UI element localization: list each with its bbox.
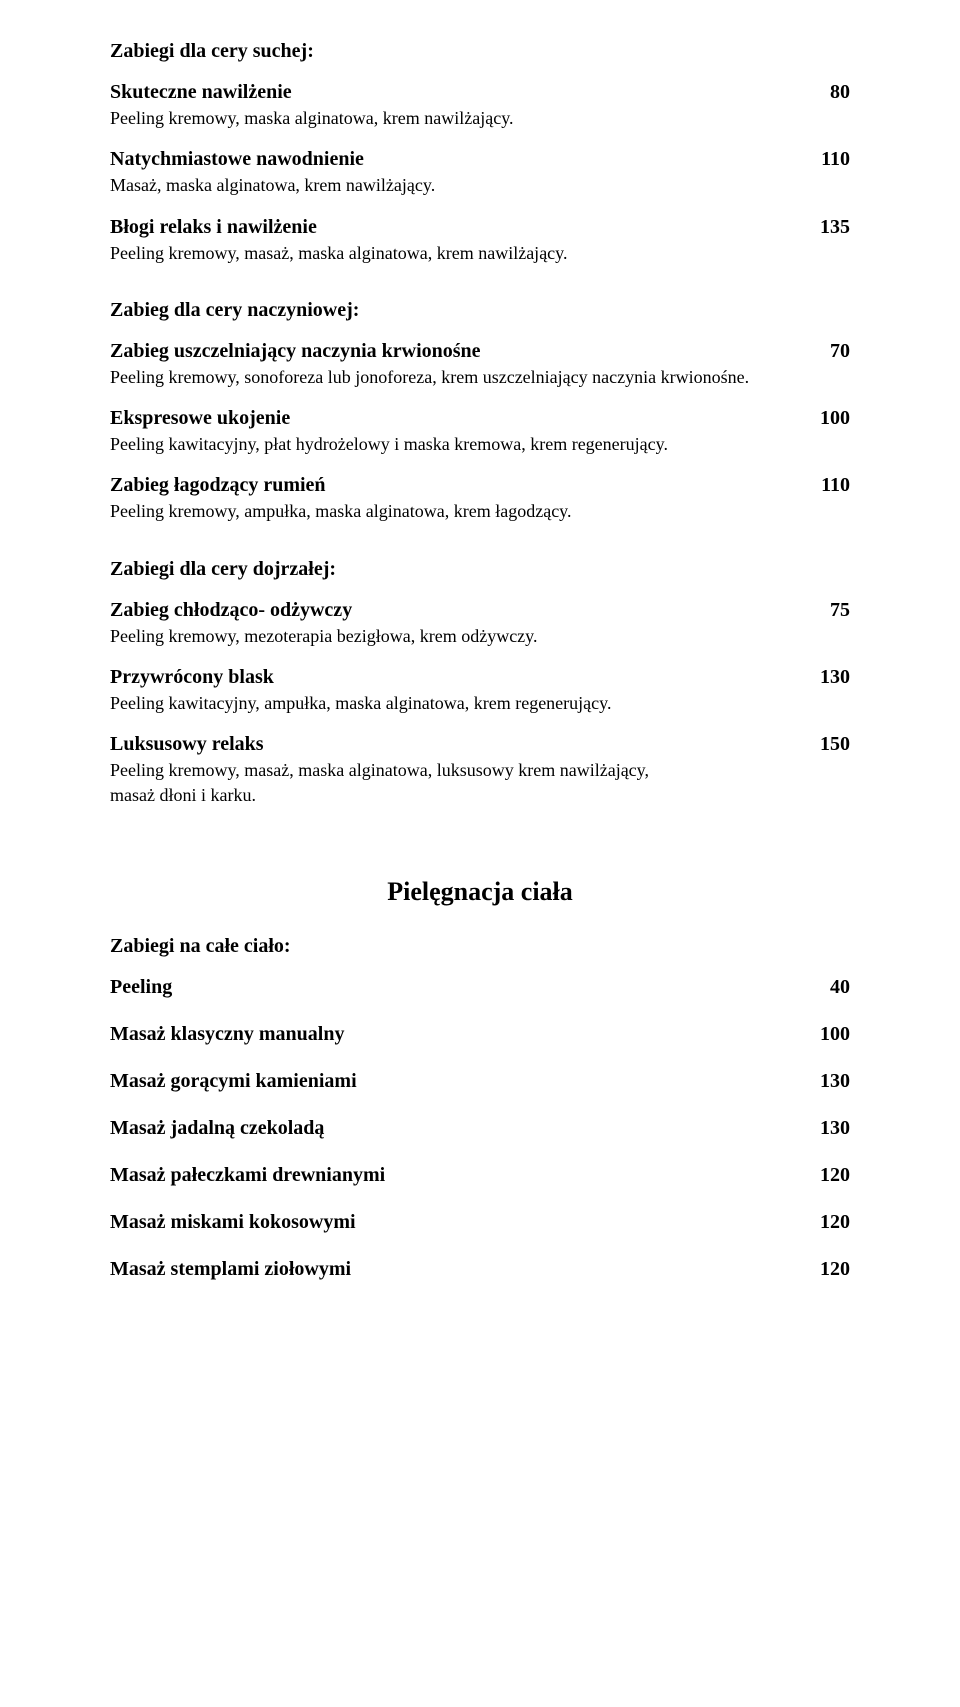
body-item-price: 120 [790, 1258, 850, 1281]
treatment-item: Ekspresowe ukojenie 100 Peeling kawitacy… [110, 407, 850, 456]
treatment-title: Zabieg chłodząco- odżywczy [110, 599, 352, 622]
treatment-desc: Peeling kremowy, sonoforeza lub jonofore… [110, 365, 850, 389]
treatment-price: 110 [790, 148, 850, 171]
body-item: Masaż klasyczny manualny 100 [110, 1023, 850, 1046]
treatment-title: Skuteczne nawilżenie [110, 81, 292, 104]
treatment-item: Zabieg łagodzący rumień 110 Peeling krem… [110, 474, 850, 523]
treatment-price: 80 [790, 81, 850, 104]
treatment-item: Skuteczne nawilżenie 80 Peeling kremowy,… [110, 81, 850, 130]
treatment-title: Zabieg uszczelniający naczynia krwionośn… [110, 340, 481, 363]
body-item-price: 130 [790, 1117, 850, 1140]
treatment-title: Natychmiastowe nawodnienie [110, 148, 364, 171]
treatment-price: 75 [790, 599, 850, 622]
treatment-desc: Peeling kremowy, mezoterapia bezigłowa, … [110, 624, 850, 648]
treatment-item: Natychmiastowe nawodnienie 110 Masaż, ma… [110, 148, 850, 197]
treatment-desc: Peeling kawitacyjny, płat hydrożelowy i … [110, 432, 850, 456]
body-item: Masaż pałeczkami drewnianymi 120 [110, 1164, 850, 1187]
section-header-mature-skin: Zabiegi dla cery dojrzałej: [110, 558, 850, 581]
body-item: Masaż miskami kokosowymi 120 [110, 1211, 850, 1234]
treatment-item: Zabieg uszczelniający naczynia krwionośn… [110, 340, 850, 389]
treatment-desc: Masaż, maska alginatowa, krem nawilżając… [110, 173, 850, 197]
treatment-item: Luksusowy relaks 150 Peeling kremowy, ma… [110, 733, 850, 807]
body-item-title: Masaż klasyczny manualny [110, 1023, 344, 1046]
treatment-title: Luksusowy relaks [110, 733, 264, 756]
body-item-title: Masaż jadalną czekoladą [110, 1117, 324, 1140]
treatment-item: Błogi relaks i nawilżenie 135 Peeling kr… [110, 216, 850, 265]
body-item-price: 40 [790, 976, 850, 999]
treatment-price: 110 [790, 474, 850, 497]
treatment-title: Błogi relaks i nawilżenie [110, 216, 317, 239]
treatment-title: Zabieg łagodzący rumień [110, 474, 326, 497]
body-item: Masaż stemplami ziołowymi 120 [110, 1258, 850, 1281]
body-item: Peeling 40 [110, 976, 850, 999]
treatment-desc: Peeling kremowy, maska alginatowa, krem … [110, 106, 850, 130]
body-item: Masaż gorącymi kamieniami 130 [110, 1070, 850, 1093]
section-header-dry-skin: Zabiegi dla cery suchej: [110, 40, 850, 63]
heading-body-care: Pielęgnacja ciała [110, 877, 850, 907]
treatment-item: Przywrócony blask 130 Peeling kawitacyjn… [110, 666, 850, 715]
treatment-price: 150 [790, 733, 850, 756]
body-item-title: Masaż miskami kokosowymi [110, 1211, 356, 1234]
body-item-title: Masaż stemplami ziołowymi [110, 1258, 351, 1281]
body-item-title: Masaż gorącymi kamieniami [110, 1070, 357, 1093]
treatment-price: 100 [790, 407, 850, 430]
treatment-desc: Peeling kremowy, masaż, maska alginatowa… [110, 241, 850, 265]
treatment-price: 130 [790, 666, 850, 689]
body-item-title: Peeling [110, 976, 172, 999]
treatment-item: Zabieg chłodząco- odżywczy 75 Peeling kr… [110, 599, 850, 648]
body-item-price: 120 [790, 1211, 850, 1234]
body-item-price: 120 [790, 1164, 850, 1187]
treatment-title: Ekspresowe ukojenie [110, 407, 290, 430]
body-item-title: Masaż pałeczkami drewnianymi [110, 1164, 385, 1187]
body-item-price: 130 [790, 1070, 850, 1093]
treatment-title: Przywrócony blask [110, 666, 274, 689]
body-item: Masaż jadalną czekoladą 130 [110, 1117, 850, 1140]
treatment-desc: Peeling kremowy, ampułka, maska alginato… [110, 499, 850, 523]
body-item-price: 100 [790, 1023, 850, 1046]
treatment-desc: Peeling kremowy, masaż, maska alginatowa… [110, 758, 850, 807]
section-header-vascular-skin: Zabieg dla cery naczyniowej: [110, 299, 850, 322]
treatment-desc: Peeling kawitacyjny, ampułka, maska algi… [110, 691, 850, 715]
treatment-price: 70 [790, 340, 850, 363]
section-header-full-body: Zabiegi na całe ciało: [110, 935, 850, 958]
treatment-price: 135 [790, 216, 850, 239]
